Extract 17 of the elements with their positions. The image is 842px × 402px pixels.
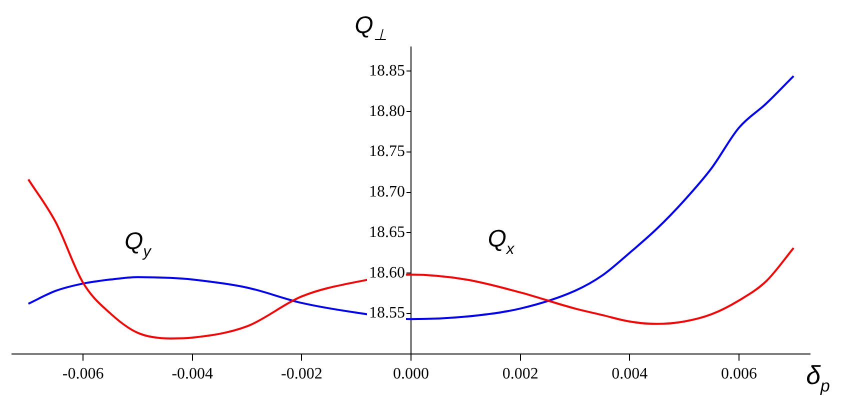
x-tick-label: 0.004 xyxy=(612,366,648,383)
line-series xyxy=(27,178,795,340)
x-tick-label: 0.002 xyxy=(502,366,538,383)
y-axis-title: Q⊥ xyxy=(354,12,388,44)
y-tick-label: 18.80 xyxy=(369,102,405,120)
y-tick-label: 18.55 xyxy=(369,304,405,322)
x-tick-label: -0.006 xyxy=(62,366,104,383)
x-tick-label: -0.002 xyxy=(281,366,322,383)
x-tick-label: 0.006 xyxy=(720,366,757,383)
line-series xyxy=(27,75,795,320)
y-tick-label: 18.85 xyxy=(369,62,405,80)
x-tick-label: 0.000 xyxy=(393,366,429,383)
y-tick-label: 18.60 xyxy=(369,264,405,282)
x-tick-label: -0.004 xyxy=(172,366,214,383)
y-tick-label: 18.70 xyxy=(369,184,405,201)
y-tick-label: 18.65 xyxy=(369,224,405,241)
y-tick-label: 18.75 xyxy=(369,143,405,160)
